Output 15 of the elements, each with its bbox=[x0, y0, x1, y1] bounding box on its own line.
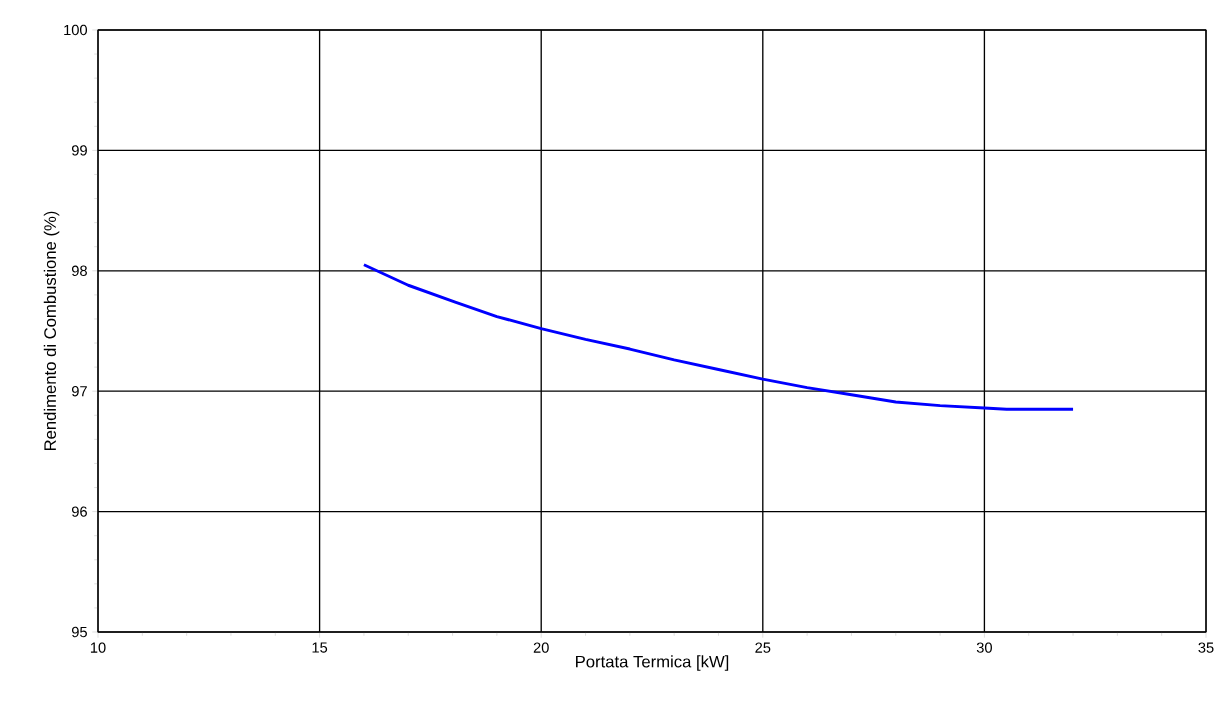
y-tick-label: 98 bbox=[71, 265, 87, 276]
y-tick-label: 99 bbox=[71, 145, 87, 156]
x-axis-title: Portata Termica [kW] bbox=[576, 655, 729, 671]
y-tick-label: 96 bbox=[71, 506, 87, 517]
x-tick-label: 25 bbox=[755, 642, 771, 653]
y-tick-label: 97 bbox=[71, 386, 87, 397]
y-axis-title: Rendimento di Combustione (%) bbox=[43, 211, 60, 451]
x-tick-label: 20 bbox=[533, 642, 549, 653]
x-tick-label: 30 bbox=[976, 642, 992, 653]
line-series bbox=[362, 263, 1075, 411]
x-tick-label: 15 bbox=[312, 642, 328, 653]
y-tick-label: 95 bbox=[71, 626, 87, 638]
y-tick-label: 100 bbox=[64, 24, 88, 36]
x-tick-label: 35 bbox=[1198, 642, 1214, 653]
x-tick-label: 10 bbox=[90, 642, 106, 653]
